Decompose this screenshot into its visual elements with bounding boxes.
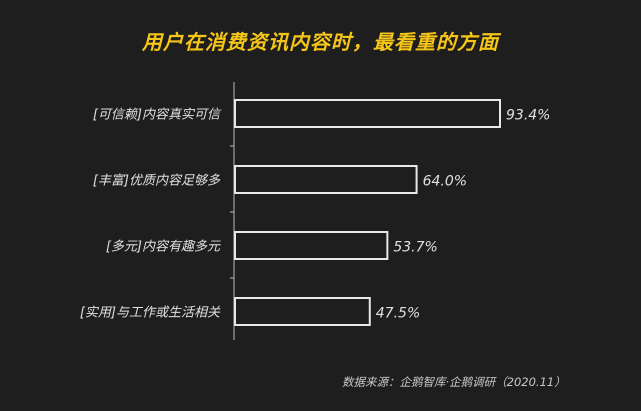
data-label: 53.7% [393, 240, 437, 256]
category-label: [丰富]优质内容足够多 [93, 173, 221, 189]
bar [234, 165, 418, 194]
chart-title: 用户在消费资讯内容时，最看重的方面 [142, 30, 499, 54]
bar [234, 231, 389, 260]
bar [234, 99, 501, 128]
category-label: [可信赖]内容真实可信 [93, 107, 222, 123]
bar [234, 297, 371, 326]
data-label: 93.4% [506, 108, 550, 124]
category-label: [实用]与工作或生活相关 [80, 305, 221, 321]
data-label: 47.5% [376, 306, 420, 322]
category-label: [多元]内容有趣多元 [106, 239, 221, 255]
source-note: 数据来源：企鹅智库·企鹅调研（2020.11） [342, 375, 566, 389]
data-label: 64.0% [423, 174, 467, 190]
